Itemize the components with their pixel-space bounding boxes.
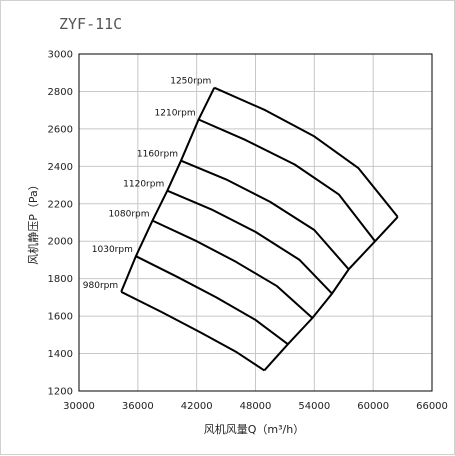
curve-label-1250rpm: 1250rpm [170,77,211,87]
grid-lines [78,53,433,392]
rpm-curve-1160rpm [180,159,350,270]
y-tick-label: 2800 [48,87,73,98]
plot-frame [78,53,433,392]
rpm-curve-1080rpm [152,219,314,319]
y-tick-label: 3000 [48,50,73,61]
y-tick-label: 2000 [48,237,73,248]
x-tick-label: 60000 [357,401,389,412]
x-tick-label: 66000 [416,401,448,412]
left-boundary-line [120,87,216,293]
curve-label-1210rpm: 1210rpm [155,109,196,119]
x-tick-label: 30000 [63,401,95,412]
y-tick-label: 1200 [48,387,73,398]
y-tick-label: 2600 [48,124,73,135]
curve-label-1030rpm: 1030rpm [92,245,133,255]
curve-label-1160rpm: 1160rpm [137,150,178,160]
performance-curves [120,86,399,372]
x-tick-label: 48000 [240,401,272,412]
curve-labels: 980rpm 1030rpm 1080rpm 1120rpm 1160rpm 1210rp… [83,77,212,291]
y-axis-title: 风机静压P（Pa） [26,179,40,265]
y-tick-label: 1400 [48,349,73,360]
rpm-curve-980rpm [120,290,265,372]
curve-label-1080rpm: 1080rpm [108,210,149,220]
y-tick-label: 2400 [48,162,73,173]
rpm-curve-1210rpm [198,118,376,242]
chart-title: ZYF-11C [59,15,122,33]
tick-labels: 30000 36000 42000 48000 54000 60000 66000 1200 1… [48,50,448,413]
curve-label-1120rpm: 1120rpm [123,180,164,190]
curve-label-980rpm: 980rpm [83,281,118,291]
x-tick-label: 42000 [181,401,213,412]
right-boundary-line [263,216,399,372]
rpm-curve-1120rpm [166,189,333,295]
x-tick-label: 36000 [122,401,154,412]
y-tick-label: 1800 [48,274,73,285]
y-tick-label: 2200 [48,199,73,210]
rpm-curve-1250rpm [213,86,399,218]
y-tick-label: 1600 [48,312,73,323]
x-axis-title: 风机风量Q（m³/h） [204,422,304,436]
rpm-curve-1030rpm [135,255,289,346]
x-tick-label: 54000 [298,401,330,412]
